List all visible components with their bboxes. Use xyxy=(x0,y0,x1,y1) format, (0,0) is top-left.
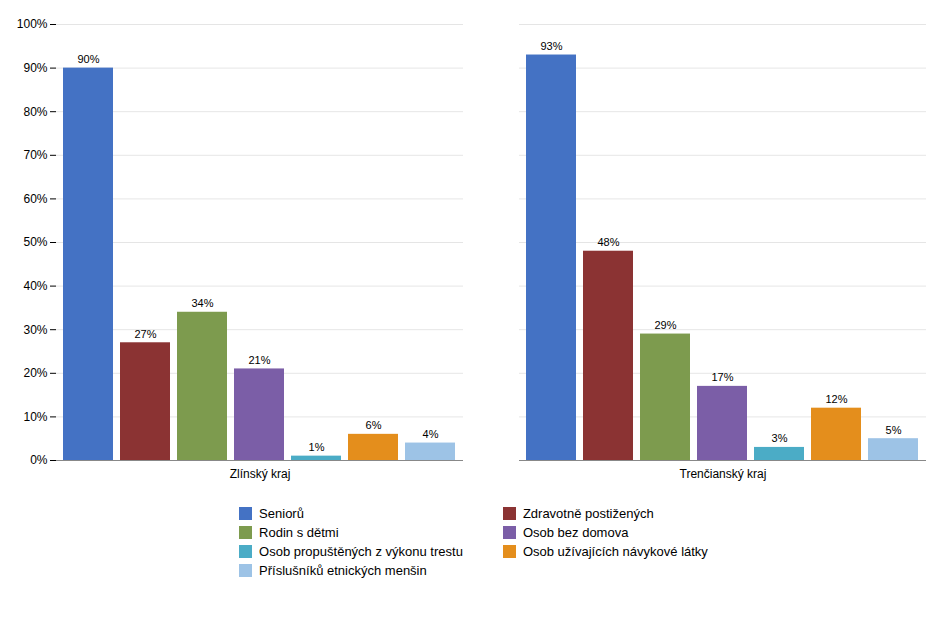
svg-text:3%: 3% xyxy=(772,432,788,444)
svg-text:40%: 40% xyxy=(23,279,47,293)
svg-text:5%: 5% xyxy=(886,424,902,436)
svg-text:1%: 1% xyxy=(309,441,325,453)
svg-text:10%: 10% xyxy=(23,410,47,424)
svg-text:4%: 4% xyxy=(423,428,439,440)
html-text:Osob užívajících návykové látk: Osob užívajících návykové látky xyxy=(522,544,708,559)
svg-text:12%: 12% xyxy=(825,393,847,405)
html-text:Seniorů: Seniorů xyxy=(259,506,304,521)
html-text:Příslušníků etnických menšin: Příslušníků etnických menšin xyxy=(259,563,427,578)
svg-text:80%: 80% xyxy=(23,105,47,119)
html-text:Rodin s dětmi: Rodin s dětmi xyxy=(259,525,339,540)
svg-text:90%: 90% xyxy=(77,53,99,65)
svg-text:90%: 90% xyxy=(23,61,47,75)
svg-text:Zlínský kraj: Zlínský kraj xyxy=(230,467,291,481)
svg-text:21%: 21% xyxy=(248,354,270,366)
svg-text:60%: 60% xyxy=(23,192,47,206)
svg-text:27%: 27% xyxy=(134,328,156,340)
svg-text:100%: 100% xyxy=(17,17,48,31)
svg-text:93%: 93% xyxy=(540,40,562,52)
svg-text:29%: 29% xyxy=(654,319,676,331)
svg-text:48%: 48% xyxy=(597,236,619,248)
svg-text:70%: 70% xyxy=(23,148,47,162)
svg-text:20%: 20% xyxy=(23,366,47,380)
svg-text:50%: 50% xyxy=(23,235,47,249)
svg-text:17%: 17% xyxy=(711,371,733,383)
html-text:Osob propuštěných z výkonu tre: Osob propuštěných z výkonu trestu xyxy=(259,544,463,559)
html-text:Osob bez domova: Osob bez domova xyxy=(522,525,629,540)
html-text:Zdravotně postižených: Zdravotně postižených xyxy=(522,506,654,521)
svg-text:34%: 34% xyxy=(191,297,213,309)
svg-text:0%: 0% xyxy=(30,453,48,467)
svg-text:30%: 30% xyxy=(23,323,47,337)
svg-text:6%: 6% xyxy=(366,419,382,431)
svg-text:Trenčianský kraj: Trenčianský kraj xyxy=(680,467,767,481)
